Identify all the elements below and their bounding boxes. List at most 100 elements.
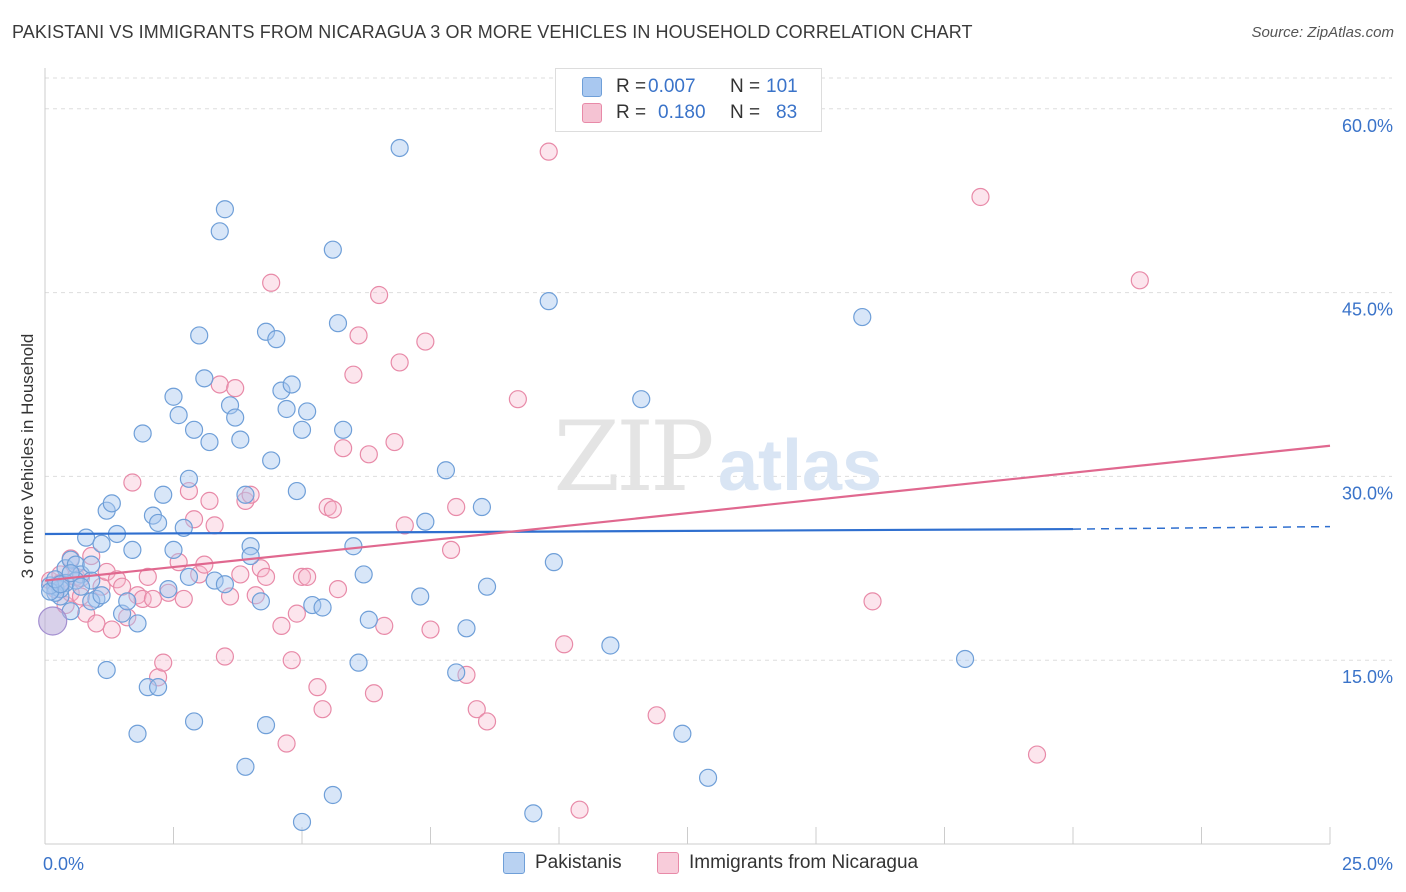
- y-tick-label: 45.0%: [1342, 300, 1393, 320]
- series-legend: Pakistanis Immigrants from Nicaragua: [0, 852, 1406, 876]
- data-point-nicaragua: [971, 187, 990, 207]
- legend-swatch-pink: [657, 852, 679, 874]
- data-point-pakistanis: [298, 402, 317, 421]
- data-point-pakistanis: [77, 528, 96, 547]
- legend-item-nicaragua[interactable]: Immigrants from Nicaragua: [657, 852, 918, 874]
- data-point-pakistanis: [154, 485, 173, 504]
- data-point-nicaragua: [287, 604, 306, 623]
- y-tick-label: 30.0%: [1342, 483, 1393, 503]
- legend-n-label: N =: [730, 76, 761, 97]
- data-point-nicaragua: [441, 540, 461, 560]
- legend-label-pakistanis: Pakistanis: [535, 852, 622, 873]
- data-point-pakistanis: [82, 555, 101, 574]
- data-point-pakistanis: [390, 138, 409, 158]
- data-point-nicaragua: [555, 635, 574, 654]
- data-point-nicaragua: [863, 592, 882, 611]
- data-point-nicaragua: [349, 326, 368, 345]
- data-point-pakistanis: [236, 757, 255, 776]
- data-point-pakistanis: [436, 461, 456, 480]
- data-point-pakistanis: [195, 369, 214, 388]
- data-point-pakistanis: [215, 200, 234, 219]
- data-point-pakistanis: [282, 375, 301, 394]
- data-point-nicaragua: [421, 620, 440, 639]
- data-point-nicaragua: [313, 700, 332, 719]
- data-point-pakistanis: [184, 420, 204, 439]
- tick-labels: 15.0% 30.0% 45.0% 60.0% 0.0% 25.0%: [43, 116, 1393, 874]
- data-point-nicaragua: [508, 390, 527, 409]
- data-point-pakistanis: [524, 804, 543, 823]
- legend-r-value: 0.180: [658, 102, 706, 123]
- data-point-pakistanis: [190, 326, 209, 345]
- data-point-nicaragua: [143, 589, 163, 609]
- legend-swatch-blue: [582, 77, 602, 97]
- data-point-pakistanis: [169, 406, 188, 425]
- data-point-nicaragua: [359, 445, 378, 464]
- data-point-nicaragua: [647, 706, 666, 725]
- trend-line-pakistanis-extension: [1072, 525, 1331, 530]
- data-point-nicaragua: [174, 589, 193, 609]
- data-point-pakistanis: [632, 390, 651, 409]
- data-point-pakistanis: [256, 322, 276, 341]
- data-point-pakistanis: [184, 712, 204, 731]
- data-point-nicaragua: [395, 516, 414, 535]
- data-point-nicaragua: [323, 500, 342, 519]
- axes: [44, 68, 1331, 845]
- data-point-nicaragua: [344, 365, 363, 384]
- legend-row-nicaragua: R = 0.180 N = 83: [582, 101, 797, 125]
- x-tick-label: 0.0%: [43, 854, 84, 874]
- legend-swatch-pink: [582, 103, 602, 123]
- data-point-pakistanis: [236, 485, 255, 504]
- data-point-pakistanis: [138, 678, 157, 697]
- data-point-nicaragua: [1130, 271, 1149, 290]
- legend-r-label: R =: [616, 76, 647, 97]
- data-point-nicaragua: [241, 485, 260, 504]
- data-point-pakistanis: [61, 550, 80, 569]
- data-point-pakistanis: [262, 451, 281, 470]
- legend-item-pakistanis[interactable]: Pakistanis: [503, 852, 622, 874]
- data-point-nicaragua: [154, 653, 173, 672]
- data-point-pakistanis: [179, 567, 199, 586]
- trend-lines: [44, 444, 1331, 582]
- data-point-nicaragua: [298, 567, 317, 586]
- data-point-nicaragua: [570, 800, 589, 819]
- data-point-pakistanis: [955, 649, 975, 669]
- legend-n-label: N =: [730, 102, 761, 123]
- data-point-nicaragua: [138, 567, 157, 586]
- legend-r-label: R =: [616, 102, 647, 123]
- data-point-pakistanis: [241, 537, 260, 556]
- data-point-pakistanis: [698, 768, 718, 787]
- trend-line-pakistanis: [44, 527, 1074, 536]
- data-point-pakistanis: [200, 432, 219, 452]
- correlation-legend: R = 0.007 N = 101 R = 0.180 N = 83: [555, 68, 822, 132]
- data-point-nicaragua: [385, 432, 404, 452]
- x-tick-label: 25.0%: [1342, 854, 1393, 874]
- data-point-pakistanis: [92, 534, 111, 553]
- data-point-nicaragua: [215, 647, 234, 666]
- data-point-pakistanis: [457, 619, 476, 638]
- data-point-pakistanis: [97, 660, 116, 680]
- data-point-pakistanis: [205, 571, 224, 590]
- data-point-nicaragua: [292, 567, 312, 586]
- legend-swatch-blue: [503, 852, 525, 874]
- legend-r-value: 0.007: [648, 76, 696, 97]
- data-point-nicaragua: [447, 497, 466, 517]
- data-point-nicaragua: [364, 684, 384, 703]
- data-point-nicaragua: [205, 516, 224, 535]
- data-point-nicaragua: [133, 589, 152, 609]
- data-point-nicaragua: [262, 273, 281, 292]
- watermark-zip: ZIP: [553, 401, 712, 513]
- data-point-pakistanis: [118, 592, 137, 611]
- data-point-nicaragua: [210, 375, 229, 394]
- chart-title: PAKISTANI VS IMMIGRANTS FROM NICARAGUA 3…: [12, 22, 973, 42]
- data-point-nicaragua: [97, 562, 116, 582]
- data-point-nicaragua: [277, 734, 296, 753]
- data-point-nicaragua: [256, 567, 276, 586]
- data-point-pakistanis: [256, 716, 276, 735]
- data-point-pakistanis: [344, 537, 363, 556]
- data-point-pakistanis: [148, 678, 168, 697]
- data-point-nicaragua: [87, 614, 106, 633]
- data-point-nicaragua: [328, 580, 348, 599]
- data-point-pakistanis: [328, 314, 348, 333]
- data-point-pakistanis: [226, 408, 245, 427]
- legend-n-value: 83: [776, 102, 798, 123]
